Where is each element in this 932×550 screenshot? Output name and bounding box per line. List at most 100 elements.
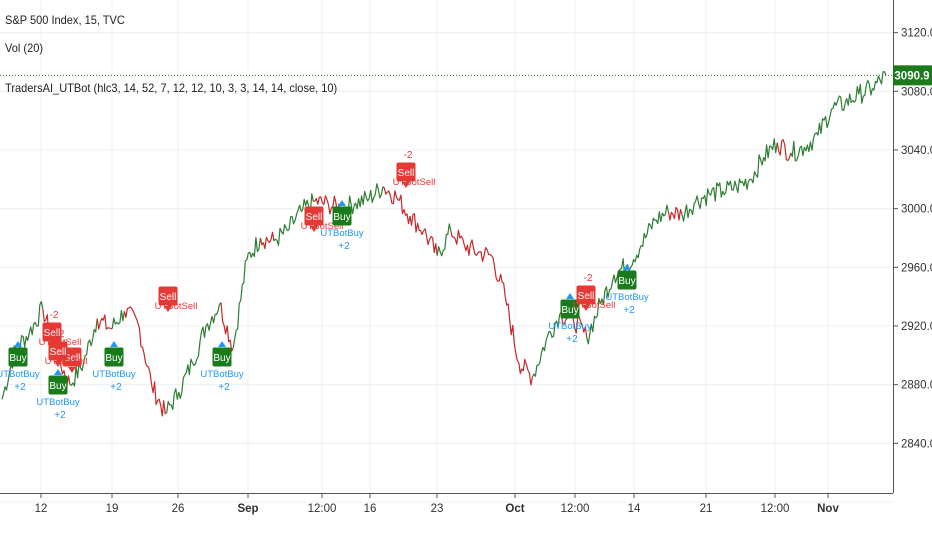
signal-delta: +2 [623, 305, 635, 316]
price-series[interactable] [1, 71, 887, 417]
signal-markers[interactable]: BuyUTBotBuy+2SellUTBotSell-2SellBuyUTBot… [0, 150, 649, 421]
price-segment [518, 358, 533, 386]
buy-signal[interactable]: Buy UTBotBuy +2 [200, 341, 244, 393]
price-segment [314, 195, 329, 205]
price-segment [287, 204, 302, 232]
x-tick-label: 16 [364, 503, 377, 515]
buy-signal[interactable]: Buy UTBotBuy +2 [320, 200, 364, 252]
price-segment [667, 206, 683, 221]
price-segment [450, 229, 465, 246]
sell-badge [304, 206, 324, 226]
down-arrow-icon [402, 182, 410, 188]
price-segment [735, 178, 751, 194]
price-segment [831, 95, 846, 112]
signal-delta: +2 [566, 334, 578, 345]
price-segment [28, 300, 44, 336]
signal-label: Buy [333, 212, 350, 223]
price-segment [545, 314, 561, 341]
signal-sublabel: UTBotSell [573, 300, 616, 311]
sell-badge [396, 162, 416, 182]
buy-badge [48, 375, 68, 395]
x-tick-label: 23 [431, 503, 444, 515]
price-segment [803, 132, 819, 153]
price-segment [110, 309, 125, 330]
price-segment [83, 318, 98, 363]
price-segment [137, 322, 153, 385]
x-tick-label: Oct [505, 503, 524, 515]
x-tick-label: 26 [172, 503, 185, 515]
signal-label: Sell [50, 347, 67, 358]
price-segment [96, 314, 112, 330]
chart-grid [0, 0, 893, 503]
down-arrow-icon [582, 305, 590, 311]
signal-sublabel: UTBotBuy [0, 369, 40, 380]
signal-label: Sell [64, 353, 81, 364]
up-arrow-icon [338, 200, 346, 206]
price-segment [491, 255, 506, 297]
price-segment [776, 139, 792, 162]
price-segment [504, 296, 520, 364]
up-arrow-icon [54, 369, 62, 375]
x-tick-label: 12 [35, 503, 48, 515]
y-tick-label: 2840.0 [901, 438, 932, 450]
signal-sublabel: UTBotBuy [548, 321, 592, 332]
down-arrow-icon [310, 226, 318, 232]
price-segment [763, 138, 778, 162]
price-segment [681, 200, 697, 222]
sell-badge [576, 285, 596, 305]
price-segment [436, 223, 452, 257]
buy-badge [104, 347, 124, 367]
price-segment [164, 388, 180, 415]
buy-signal[interactable]: Buy UTBotBuy +2 [548, 293, 592, 345]
price-segment [750, 154, 765, 184]
price-segment [858, 79, 873, 104]
buy-signal[interactable]: Buy UTBotBuy +2 [605, 264, 649, 316]
price-segment [191, 325, 207, 366]
price-segment [871, 71, 887, 91]
symbol-title[interactable]: S&P 500 Index, 15, TVC [5, 13, 125, 27]
x-axis-ticks: 12 19 26 Sep 12:00 16 23 Oct 12:00 14 21 12:00 Nov [35, 493, 839, 515]
price-segment [205, 303, 221, 331]
utbot-indicator-label[interactable]: TradersAI_UTBot (hlc3, 14, 52, 7, 12, 12… [5, 81, 338, 95]
up-arrow-icon [110, 341, 118, 347]
price-axis[interactable] [893, 0, 932, 550]
price-segment [477, 247, 492, 262]
price-segment [695, 188, 710, 210]
signal-delta: -2 [584, 273, 593, 284]
x-tick-label: 19 [106, 503, 119, 515]
sell-badge [48, 341, 68, 361]
buy-signal[interactable]: Buy UTBotBuy +2 [36, 369, 80, 421]
volume-indicator-label[interactable]: Vol (20) [5, 41, 44, 55]
price-segment [572, 316, 588, 338]
up-arrow-icon [623, 264, 631, 270]
signal-sublabel: UTBotBuy [92, 369, 136, 380]
signal-label: Buy [213, 353, 230, 364]
price-segment [722, 180, 737, 196]
x-tick-label: Sep [237, 503, 258, 515]
y-tick-label: 2920.0 [901, 321, 932, 333]
buy-signal[interactable]: Buy UTBotBuy +2 [0, 341, 40, 393]
price-segment [423, 228, 438, 256]
y-tick-label: 2960.0 [901, 262, 932, 274]
signal-delta: -2 [50, 310, 59, 321]
price-segment [395, 194, 411, 225]
signal-delta: -2 [404, 150, 413, 161]
signal-sublabel: UTBotSell [45, 356, 88, 367]
price-segment [586, 297, 601, 345]
price-segment [844, 85, 860, 106]
up-arrow-icon [14, 341, 22, 347]
signal-delta: +2 [218, 382, 230, 393]
signal-sublabel: UTBotBuy [200, 369, 244, 380]
y-tick-label: 2880.0 [901, 380, 932, 392]
price-segment [654, 204, 669, 225]
price-segment [232, 259, 248, 349]
price-segment [246, 236, 261, 261]
buy-signal[interactable]: Buy UTBotBuy +2 [92, 341, 136, 393]
signal-label: Sell [578, 291, 595, 302]
